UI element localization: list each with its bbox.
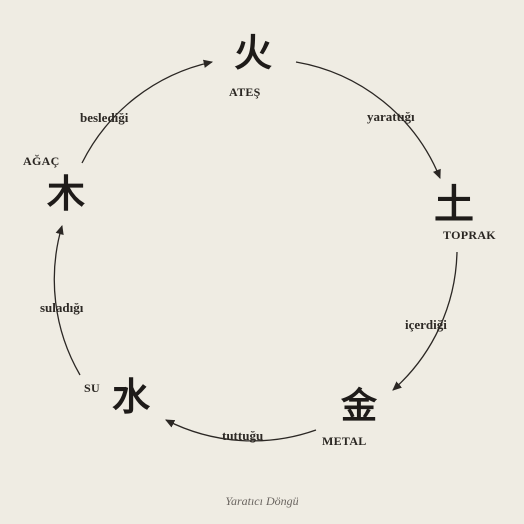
earth-character: 土 — [434, 181, 474, 228]
fire-label: ATEŞ — [229, 85, 261, 99]
arrow-metal-to-water — [165, 419, 317, 442]
arrow-fire-to-earth — [295, 61, 441, 179]
earth-label: TOPRAK — [443, 228, 496, 242]
fire-character: 火 — [234, 30, 273, 75]
arrow-wood-to-fire — [81, 59, 214, 164]
relation-wood-to-fire: beslediği — [80, 110, 129, 125]
relation-water-to-wood: suladığı — [40, 300, 84, 315]
arrow-earth-to-metal — [392, 251, 458, 391]
water-label: SU — [84, 381, 100, 395]
relation-metal-to-water: tuttuğu — [222, 428, 264, 443]
wood-character: 木 — [47, 171, 86, 216]
wood-label: AĞAÇ — [23, 154, 60, 168]
relation-earth-to-metal: içerdiği — [405, 317, 447, 332]
figure-caption: Yaratıcı Döngü — [225, 494, 299, 508]
water-character: 水 — [112, 374, 151, 419]
metal-character: 金 — [341, 385, 378, 427]
arrow-water-to-wood — [53, 225, 81, 376]
relation-fire-to-earth: yarattığı — [367, 109, 415, 124]
metal-label: METAL — [322, 434, 367, 448]
